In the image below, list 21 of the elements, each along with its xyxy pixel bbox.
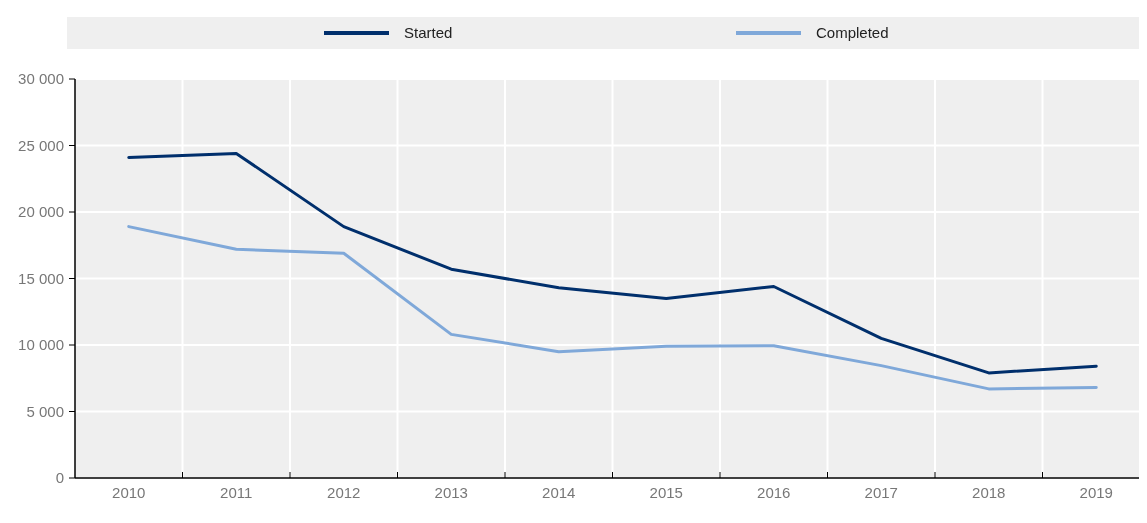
x-tick-label: 2012 [327, 484, 361, 501]
x-tick-label: 2016 [757, 484, 791, 501]
x-tick-label: 2015 [649, 484, 683, 501]
x-tick-label: 2019 [1079, 484, 1113, 501]
x-tick-label: 2010 [112, 484, 146, 501]
legend-label: Started [404, 24, 453, 41]
x-tick-label: 2011 [220, 484, 253, 501]
y-tick-label: 25 000 [18, 136, 64, 154]
line-series [127, 225, 1098, 391]
y-tick-label: 30 000 [18, 70, 64, 88]
x-tick-label: 2014 [542, 484, 576, 501]
y-tick-label: 0 [55, 469, 64, 487]
y-tick-label: 10 000 [18, 336, 64, 354]
y-tick-label: 20 000 [18, 203, 64, 221]
x-tick-label: 2013 [434, 484, 468, 501]
x-tick-label: 2018 [972, 484, 1006, 501]
line-series [127, 151, 1098, 375]
x-tick-label: 2017 [864, 484, 898, 501]
y-tick-label: 5 000 [26, 402, 64, 420]
y-tick-label: 15 000 [18, 269, 64, 287]
legend-label: Completed [816, 24, 889, 41]
